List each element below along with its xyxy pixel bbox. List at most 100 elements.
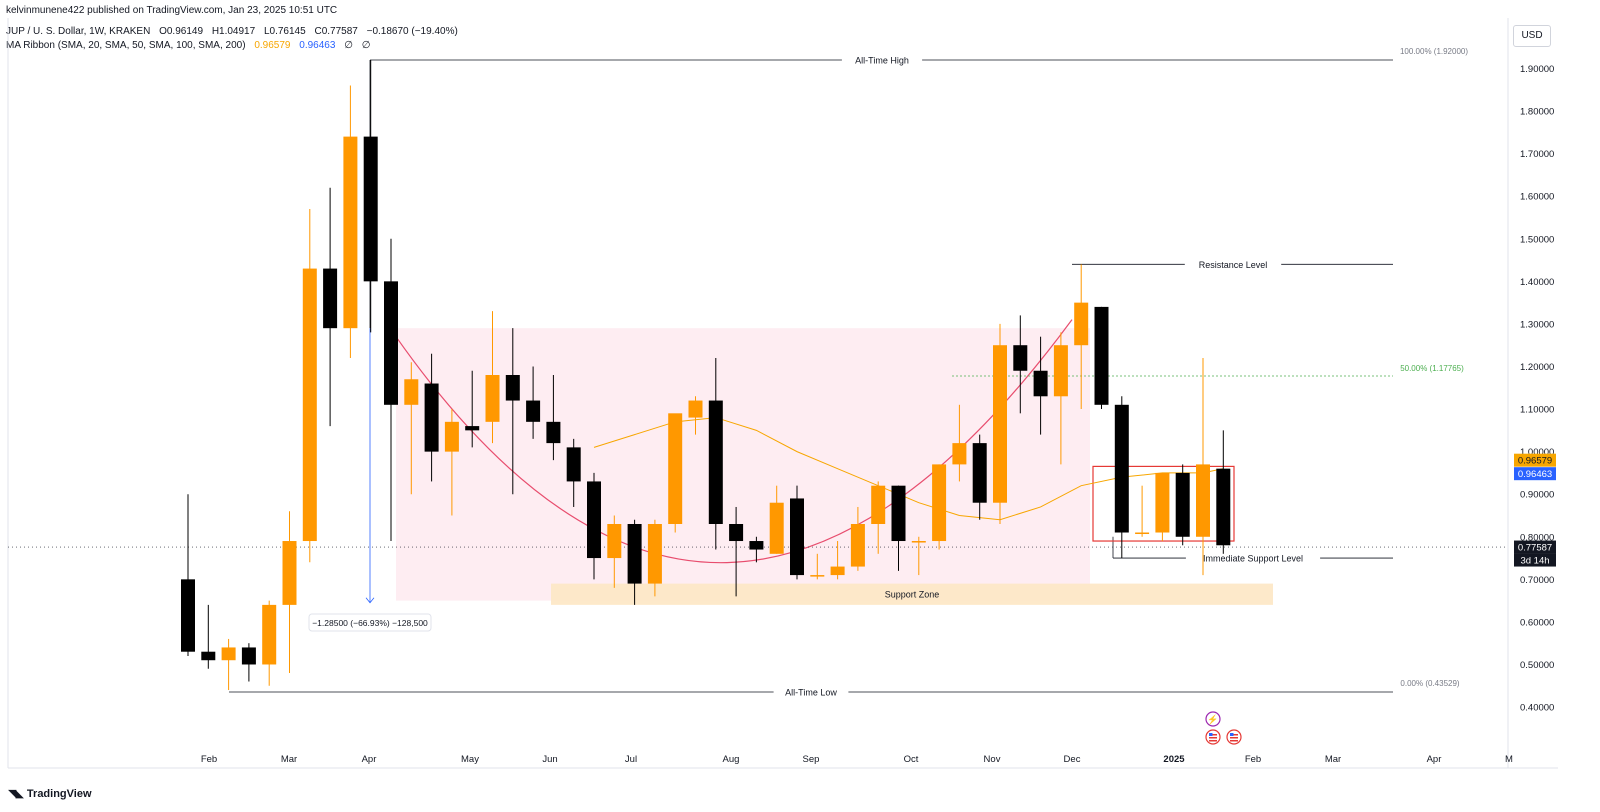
candle-up xyxy=(1053,345,1068,397)
ma-ribbon-label: MA Ribbon (SMA, 20, SMA, 50, SMA, 100, S… xyxy=(6,40,246,51)
us-flag-stripe xyxy=(1209,737,1217,739)
cup-arc xyxy=(395,319,1073,564)
x-tick-label: Dec xyxy=(1064,754,1081,765)
us-flag-stripe xyxy=(1230,740,1238,742)
y-tick-label: 1.30000 xyxy=(1520,319,1554,330)
tradingview-logo[interactable]: ◥◣ TradingView xyxy=(8,787,92,800)
ma2-price-badge-bg xyxy=(1514,467,1556,481)
immediate-support-label: Immediate Support Level xyxy=(1203,554,1303,564)
candle-down xyxy=(790,498,804,576)
tradingview-logo-icon: ◥◣ xyxy=(8,788,24,800)
ma-value-1: 0.96579 xyxy=(254,40,291,51)
candle-down xyxy=(1094,306,1109,405)
candle-up xyxy=(1135,532,1150,535)
candle-up xyxy=(485,375,500,422)
candle-down xyxy=(1114,404,1129,533)
currency-button[interactable]: USD xyxy=(1513,25,1551,47)
candle-down xyxy=(363,136,378,282)
ma1-price-badge: 0.96579 xyxy=(1518,456,1552,467)
ma-value-4: ∅ xyxy=(361,40,371,51)
ohlc-open: O0.96149 xyxy=(159,26,204,37)
candle-down xyxy=(546,421,561,444)
y-tick-label: 1.70000 xyxy=(1520,149,1554,160)
y-tick-label: 1.80000 xyxy=(1520,107,1554,118)
ma-ribbon-legend[interactable]: MA Ribbon (SMA, 20, SMA, 50, SMA, 100, S… xyxy=(6,40,370,51)
candle-up xyxy=(688,400,703,418)
candle-up xyxy=(343,136,358,329)
candle-down xyxy=(465,426,480,431)
candle-down xyxy=(891,485,906,542)
immediate-support-label-bg xyxy=(1185,551,1321,565)
ma-value-3: ∅ xyxy=(344,40,353,51)
candle-down xyxy=(627,523,642,584)
measure-label: −1.28500 (−66.93%) −128,500 xyxy=(312,618,428,628)
candle-down xyxy=(201,651,216,661)
y-tick-label: 0.40000 xyxy=(1520,703,1554,714)
candle-down xyxy=(566,447,581,482)
candle-up xyxy=(647,523,662,584)
y-tick-label: 0.50000 xyxy=(1520,660,1554,671)
brand-label: TradingView xyxy=(26,788,92,800)
all-time-high-label: All-Time High xyxy=(855,55,909,65)
ma2-price-badge: 0.96463 xyxy=(1518,469,1552,480)
publisher-line: kelvinmunene422 published on TradingView… xyxy=(6,5,338,16)
candle-down xyxy=(587,481,601,559)
x-tick-label: Apr xyxy=(1427,754,1442,765)
candle-up xyxy=(1196,464,1210,537)
ohlc-high: H1.04917 xyxy=(211,26,256,37)
y-tick-label: 1.40000 xyxy=(1520,277,1554,288)
y-tick-label: 1.50000 xyxy=(1520,234,1554,245)
candle-up xyxy=(302,268,317,542)
candle-up xyxy=(911,541,926,543)
fib-100-label: 100.00% (1.92000) xyxy=(1400,47,1468,56)
resistance-label-bg xyxy=(1184,257,1282,271)
candle-down xyxy=(1175,472,1190,537)
y-tick-label: 0.80000 xyxy=(1520,532,1554,543)
countdown-badge-bg xyxy=(1514,553,1556,567)
all-time-low-label-bg xyxy=(773,685,849,699)
y-tick-label: 0.70000 xyxy=(1520,575,1554,586)
candle-up xyxy=(871,485,886,524)
y-tick-label: 0.90000 xyxy=(1520,490,1554,501)
x-tick-label: Jul xyxy=(625,754,637,765)
x-tick-label: M xyxy=(1505,754,1513,765)
candle-up xyxy=(1155,472,1170,533)
candle-down xyxy=(505,375,520,401)
candle-down xyxy=(1033,370,1048,397)
candle-down xyxy=(972,443,987,503)
x-tick-label: Aug xyxy=(723,754,740,765)
fib-50-label: 50.00% (1.17765) xyxy=(1400,364,1464,373)
measure-label-box xyxy=(308,613,432,632)
candle-down xyxy=(384,281,398,405)
ohlc-low: L0.76145 xyxy=(263,26,306,37)
candle-up xyxy=(1074,302,1089,346)
x-tick-label: Feb xyxy=(201,754,217,765)
consolidation-box xyxy=(1092,465,1235,542)
lightning-event-glyph: ⚡ xyxy=(1207,714,1218,726)
countdown-badge: 3d 14h xyxy=(1520,556,1549,567)
y-tick-label: 1.00000 xyxy=(1520,447,1554,458)
us-flag-stripe xyxy=(1209,740,1217,742)
candle-down xyxy=(1013,345,1028,371)
us-flag-stripe xyxy=(1230,737,1238,739)
candle-up xyxy=(262,604,277,665)
support-zone-label: Support Zone xyxy=(885,590,940,600)
y-tick-label: 1.90000 xyxy=(1520,64,1554,75)
x-tick-label: May xyxy=(461,754,479,765)
candle-down xyxy=(1216,468,1231,546)
candle-down xyxy=(729,523,744,542)
ohlc-change: −0.18670 (−19.40%) xyxy=(366,26,458,37)
candle-up xyxy=(850,523,865,567)
last-price-badge-bg xyxy=(1514,540,1556,554)
symbol-legend[interactable]: JUP / U. S. Dollar, 1W, KRAKEN O0.96149 … xyxy=(6,26,458,37)
candle-up xyxy=(668,413,683,524)
support-zone-box xyxy=(551,583,1273,605)
candle-up xyxy=(221,647,236,661)
candle-down xyxy=(323,268,338,329)
candle-down xyxy=(749,541,764,550)
y-tick-label: 0.60000 xyxy=(1520,617,1554,628)
candle-up xyxy=(769,502,784,554)
resistance-label: Resistance Level xyxy=(1199,260,1268,270)
x-tick-label: Nov xyxy=(984,754,1001,765)
